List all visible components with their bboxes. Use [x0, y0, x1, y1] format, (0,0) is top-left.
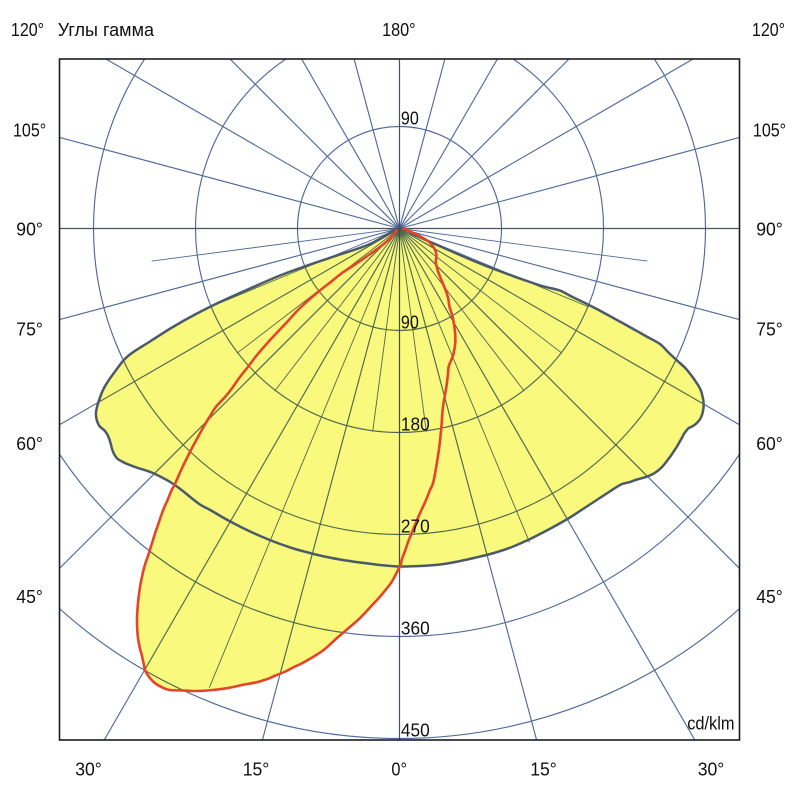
svg-text:180: 180 [401, 414, 430, 434]
svg-text:30°: 30° [698, 759, 725, 780]
svg-text:cd/klm: cd/klm [687, 713, 734, 734]
svg-text:105°: 105° [753, 119, 786, 140]
svg-text:450: 450 [401, 720, 430, 740]
svg-text:60°: 60° [16, 433, 43, 454]
svg-text:15°: 15° [530, 759, 557, 780]
svg-text:90°: 90° [16, 219, 43, 240]
svg-text:90°: 90° [756, 219, 783, 240]
svg-text:360: 360 [401, 618, 430, 638]
svg-text:60°: 60° [756, 433, 783, 454]
svg-text:105°: 105° [13, 119, 46, 140]
svg-text:75°: 75° [16, 318, 43, 339]
svg-text:75°: 75° [756, 318, 783, 339]
svg-text:180°: 180° [382, 19, 416, 40]
svg-text:15°: 15° [243, 759, 270, 780]
svg-text:45°: 45° [16, 586, 43, 607]
svg-text:30°: 30° [75, 759, 102, 780]
svg-text:90: 90 [401, 312, 419, 332]
svg-text:120°: 120° [752, 19, 785, 40]
svg-text:270: 270 [401, 516, 430, 536]
svg-text:120°: 120° [11, 19, 44, 40]
svg-text:0°: 0° [391, 759, 407, 780]
svg-text:Углы гамма: Углы гамма [58, 19, 155, 40]
svg-text:90: 90 [401, 108, 419, 128]
svg-text:45°: 45° [756, 586, 783, 607]
